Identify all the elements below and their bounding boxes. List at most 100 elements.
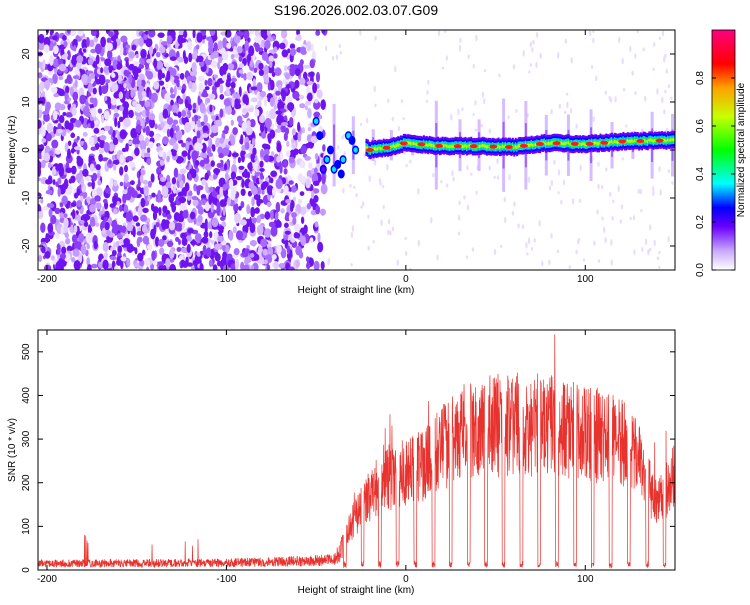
noise-blob (320, 99, 326, 110)
noise-blob (266, 30, 271, 36)
noise-blob (210, 160, 215, 167)
band-peak (535, 141, 544, 146)
noise-blob (73, 241, 82, 251)
noise-blob (152, 260, 158, 266)
noise-blob (250, 97, 258, 103)
noise-blob (483, 98, 486, 105)
noise-blob (173, 167, 179, 179)
noise-blob (517, 223, 520, 229)
noise-blob (177, 98, 184, 105)
signal-band-cell (534, 143, 537, 147)
noise-blob (183, 30, 188, 39)
noise-blob (252, 208, 259, 214)
noise-blob (131, 44, 137, 51)
signal-band-cell (633, 138, 636, 142)
noise-blob (66, 148, 71, 160)
noise-blob (526, 252, 529, 256)
noise-blob (270, 170, 278, 178)
signal-band-cell (517, 144, 520, 148)
noise-blob (61, 35, 67, 41)
noise-blob (306, 262, 311, 270)
noise-blob (387, 229, 390, 235)
noise-blob (563, 110, 567, 114)
noise-blob (54, 149, 62, 155)
noise-blob (284, 230, 291, 235)
band-peak (399, 141, 408, 146)
noise-blob (280, 89, 286, 98)
noise-blob (225, 74, 232, 84)
noise-blob (62, 111, 67, 117)
signal-band-cell (544, 142, 547, 146)
noise-blob (140, 48, 147, 59)
noise-blob (87, 182, 92, 187)
colorbar: 0.0 0.2 0.4 0.6 0.8 Normalized spectral ampl… (695, 29, 747, 277)
noise-blob (98, 153, 103, 162)
noise-blob (94, 195, 101, 202)
noise-blob (83, 221, 89, 228)
noise-blob (404, 236, 407, 241)
noise-blob (197, 55, 204, 63)
signal-band-cell (530, 142, 533, 146)
noise-blob (87, 75, 92, 83)
noise-blob (663, 55, 666, 63)
noise-blob (240, 149, 247, 159)
noise-blob (306, 40, 312, 52)
noise-blob (242, 48, 246, 54)
noise-blob (136, 79, 142, 88)
noise-blob (214, 243, 222, 250)
noise-blob (52, 110, 58, 121)
colorbar-tick-label: 0.2 (695, 215, 706, 229)
signal-band-cell (652, 139, 655, 143)
noise-blob (192, 30, 196, 39)
noise-blob (86, 243, 90, 250)
noise-blob (146, 243, 153, 251)
noise-blob (189, 211, 196, 220)
noise-blob (658, 166, 661, 173)
signal-band-cell (424, 143, 427, 147)
snr-marks (38, 334, 675, 569)
noise-blob (145, 116, 150, 125)
noise-blob (158, 262, 164, 267)
noise-blob (458, 44, 462, 52)
noise-blob (182, 50, 186, 60)
noise-blob (58, 63, 67, 72)
noise-blob (322, 144, 326, 152)
signal-band-cell (484, 144, 487, 148)
noise-blob (335, 153, 338, 161)
noise-blob (123, 117, 131, 128)
noise-blob (625, 124, 628, 128)
noise-blob (221, 51, 229, 61)
signal-band-cell (598, 142, 601, 146)
noise-blob (219, 137, 225, 144)
noise-blob (209, 104, 213, 113)
noise-blob (90, 30, 97, 37)
noise-blob (247, 107, 254, 113)
noise-blob (259, 90, 267, 98)
noise-blob (123, 83, 127, 89)
noise-blob (109, 255, 117, 261)
colorbar-tick-label: 0.8 (695, 71, 706, 85)
noise-blob (209, 186, 214, 193)
noise-blob (592, 116, 596, 122)
noise-blob (331, 55, 335, 61)
noise-blob (238, 69, 244, 74)
signal-band-cell (643, 139, 646, 142)
noise-blob (184, 182, 190, 193)
noise-blob (216, 194, 221, 200)
noise-blob (43, 80, 51, 90)
noise-blob (196, 143, 204, 150)
noise-blob (212, 264, 218, 270)
noise-blob (63, 217, 69, 229)
noise-blob (285, 84, 291, 89)
noise-blob (595, 75, 598, 82)
noise-blob (121, 147, 127, 153)
noise-blob (227, 63, 235, 71)
noise-blob (233, 98, 240, 110)
noise-blob (240, 134, 244, 145)
noise-blob (217, 56, 223, 64)
snr-panel: -200 -100 0 100 0 100 200 300 400 500 Height of s… (7, 329, 676, 596)
noise-blob (161, 185, 169, 197)
noise-blob (550, 179, 554, 187)
noise-blob (499, 244, 503, 249)
